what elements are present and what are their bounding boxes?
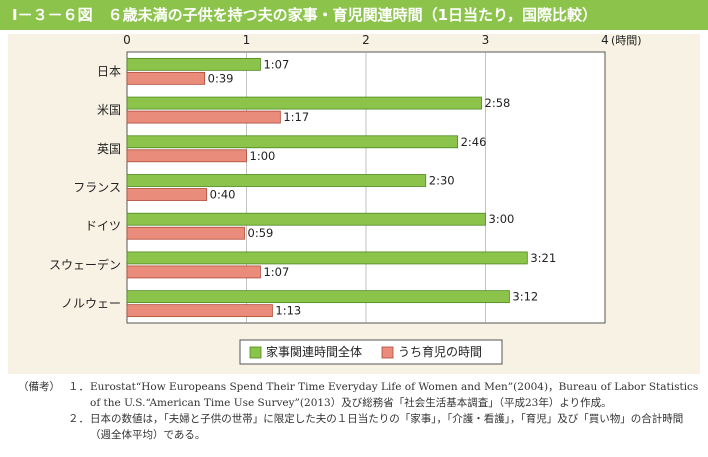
housework-bar	[126, 96, 482, 110]
category-label: 米国	[97, 103, 121, 117]
childcare-bar	[126, 188, 208, 201]
note-number-2: ２．	[68, 413, 89, 425]
childcare-bar	[126, 71, 206, 85]
title-bar: Ⅰ－３－６図 ６歳未満の子供を持つ夫の家事・育児関連時間（1日当たり，国際比較）	[0, 0, 708, 30]
data-label: 2:58	[485, 96, 511, 110]
legend-swatch-housework	[249, 346, 262, 359]
childcare-bar	[126, 149, 247, 163]
note-text-2: 日本の数値は，「夫婦と子供の世帯」に限定した夫の１日当たりの「家事」，「介護・看…	[90, 413, 684, 441]
chart-title: Ⅰ－３－６図 ６歳未満の子供を持つ夫の家事・育児関連時間（1日当たり，国際比較）	[12, 6, 597, 24]
note-row-1: （備考） １． Eurostat“How Europeans Spend The…	[18, 379, 700, 411]
housework-bar	[126, 135, 459, 149]
notes-section: （備考） １． Eurostat“How Europeans Spend The…	[18, 379, 700, 443]
data-label: 3:21	[530, 251, 556, 265]
note-number-1: １．	[68, 381, 89, 393]
category-label: ドイツ	[85, 219, 121, 233]
x-tick-label: 2	[362, 34, 370, 47]
x-tick-label: 3	[482, 34, 490, 47]
data-label: 1:00	[250, 149, 276, 163]
data-label: 1:07	[263, 57, 289, 71]
note-text-1: Eurostat“How Europeans Spend Their Time …	[90, 381, 699, 409]
data-label: 3:12	[512, 290, 538, 304]
x-unit-label: (時間)	[611, 34, 642, 47]
bar-chart: 0 1 2 3 4 (時間) 日本 1:07 0:39 米国 2:58 1:17 英国 2:46 1:00 フ…	[49, 34, 642, 365]
category-label: スウェーデン	[49, 257, 121, 272]
x-tick-label: 0	[123, 34, 131, 47]
data-label: 0:39	[208, 71, 234, 85]
housework-bar	[126, 57, 261, 71]
legend-label-housework: 家事関連時間全体	[266, 344, 362, 359]
note-row-2: ２． 日本の数値は，「夫婦と子供の世帯」に限定した夫の１日当たりの「家事」，「介…	[18, 411, 700, 443]
data-label: 1:17	[283, 110, 309, 124]
category-label: フランス	[73, 181, 121, 195]
category-label: 英国	[97, 142, 121, 156]
legend-box	[239, 339, 503, 365]
housework-bar	[126, 290, 510, 304]
housework-bar	[126, 174, 427, 187]
data-label: 3:00	[489, 212, 515, 226]
x-tick-label: 4	[601, 34, 609, 47]
childcare-bar	[126, 304, 273, 318]
data-label: 2:30	[429, 174, 455, 188]
housework-bar	[126, 212, 486, 226]
category-label: 日本	[97, 64, 121, 78]
data-label: 0:59	[248, 226, 274, 240]
childcare-bar	[126, 226, 245, 240]
data-label: 2:46	[461, 135, 487, 149]
data-label: 1:13	[275, 304, 301, 318]
legend-swatch-childcare	[381, 346, 394, 359]
data-label: 1:07	[263, 265, 289, 279]
chart-panel: 0 1 2 3 4 (時間) 日本 1:07 0:39 米国 2:58 1:17 英国 2:46 1:00 フ…	[8, 34, 700, 374]
housework-bar	[126, 251, 528, 265]
childcare-bar	[126, 265, 261, 279]
notes-head: （備考）	[18, 381, 60, 393]
data-label: 0:40	[210, 188, 236, 202]
x-tick-label: 1	[243, 34, 251, 47]
category-label: ノルウェー	[61, 297, 121, 311]
childcare-bar	[126, 110, 281, 124]
legend-label-childcare: うち育児の時間	[398, 344, 482, 359]
